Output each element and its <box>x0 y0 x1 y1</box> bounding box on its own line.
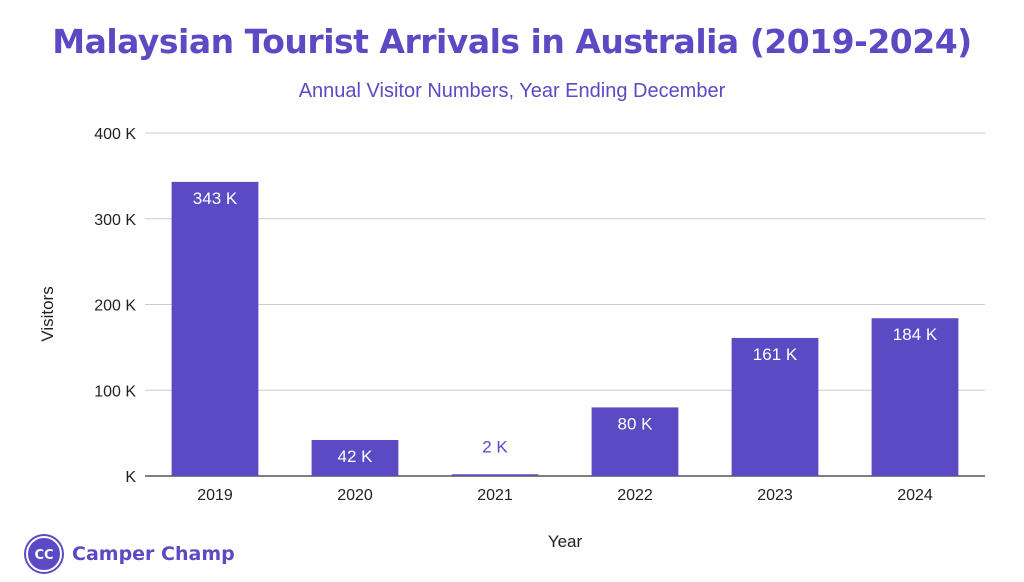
bar-2024 <box>871 318 959 476</box>
logo-initials: CC <box>34 548 53 563</box>
data-labels: 343 K 42 K 2 K 80 K 161 K 184 K <box>193 189 938 466</box>
data-label-2023: 161 K <box>753 345 798 364</box>
bars <box>171 181 959 476</box>
x-tick-label: 2023 <box>757 487 793 504</box>
x-tick-label: 2021 <box>477 487 513 504</box>
brand-logo: CC Camper Champ <box>26 535 235 573</box>
y-axis-title: Visitors <box>38 286 57 341</box>
bar-2020 <box>311 439 399 476</box>
x-tick-label: 2022 <box>617 487 653 504</box>
logo-text: Camper Champ <box>72 543 235 565</box>
x-axis-title: Year <box>548 532 583 551</box>
bar-2021 <box>451 474 539 476</box>
data-label-2022: 80 K <box>618 414 654 433</box>
logo-badge-icon: CC <box>26 536 62 572</box>
bar-2023 <box>731 337 819 476</box>
grid-lines <box>145 132 985 477</box>
x-axis-ticks: 2019 2020 2021 2022 2023 2024 <box>197 487 933 504</box>
y-axis-ticks: K 100 K 200 K 300 K 400 K <box>94 126 136 486</box>
data-label-2020: 42 K <box>338 447 374 466</box>
data-label-2021: 2 K <box>482 437 508 456</box>
x-tick-label: 2024 <box>897 487 933 504</box>
y-tick-label: 300 K <box>94 212 136 229</box>
data-label-2019: 343 K <box>193 189 238 208</box>
x-tick-label: 2019 <box>197 487 233 504</box>
chart-title: Malaysian Tourist Arrivals in Australia … <box>52 22 972 61</box>
bar-2019 <box>171 181 259 476</box>
x-tick-label: 2020 <box>337 487 373 504</box>
y-tick-label: 400 K <box>94 126 136 143</box>
bar-2022 <box>591 407 679 476</box>
y-tick-label: 200 K <box>94 298 136 315</box>
y-tick-label: K <box>125 469 136 486</box>
chart-subtitle: Annual Visitor Numbers, Year Ending Dece… <box>298 80 726 102</box>
y-tick-label: 100 K <box>94 383 136 400</box>
data-label-2024: 184 K <box>893 325 938 344</box>
